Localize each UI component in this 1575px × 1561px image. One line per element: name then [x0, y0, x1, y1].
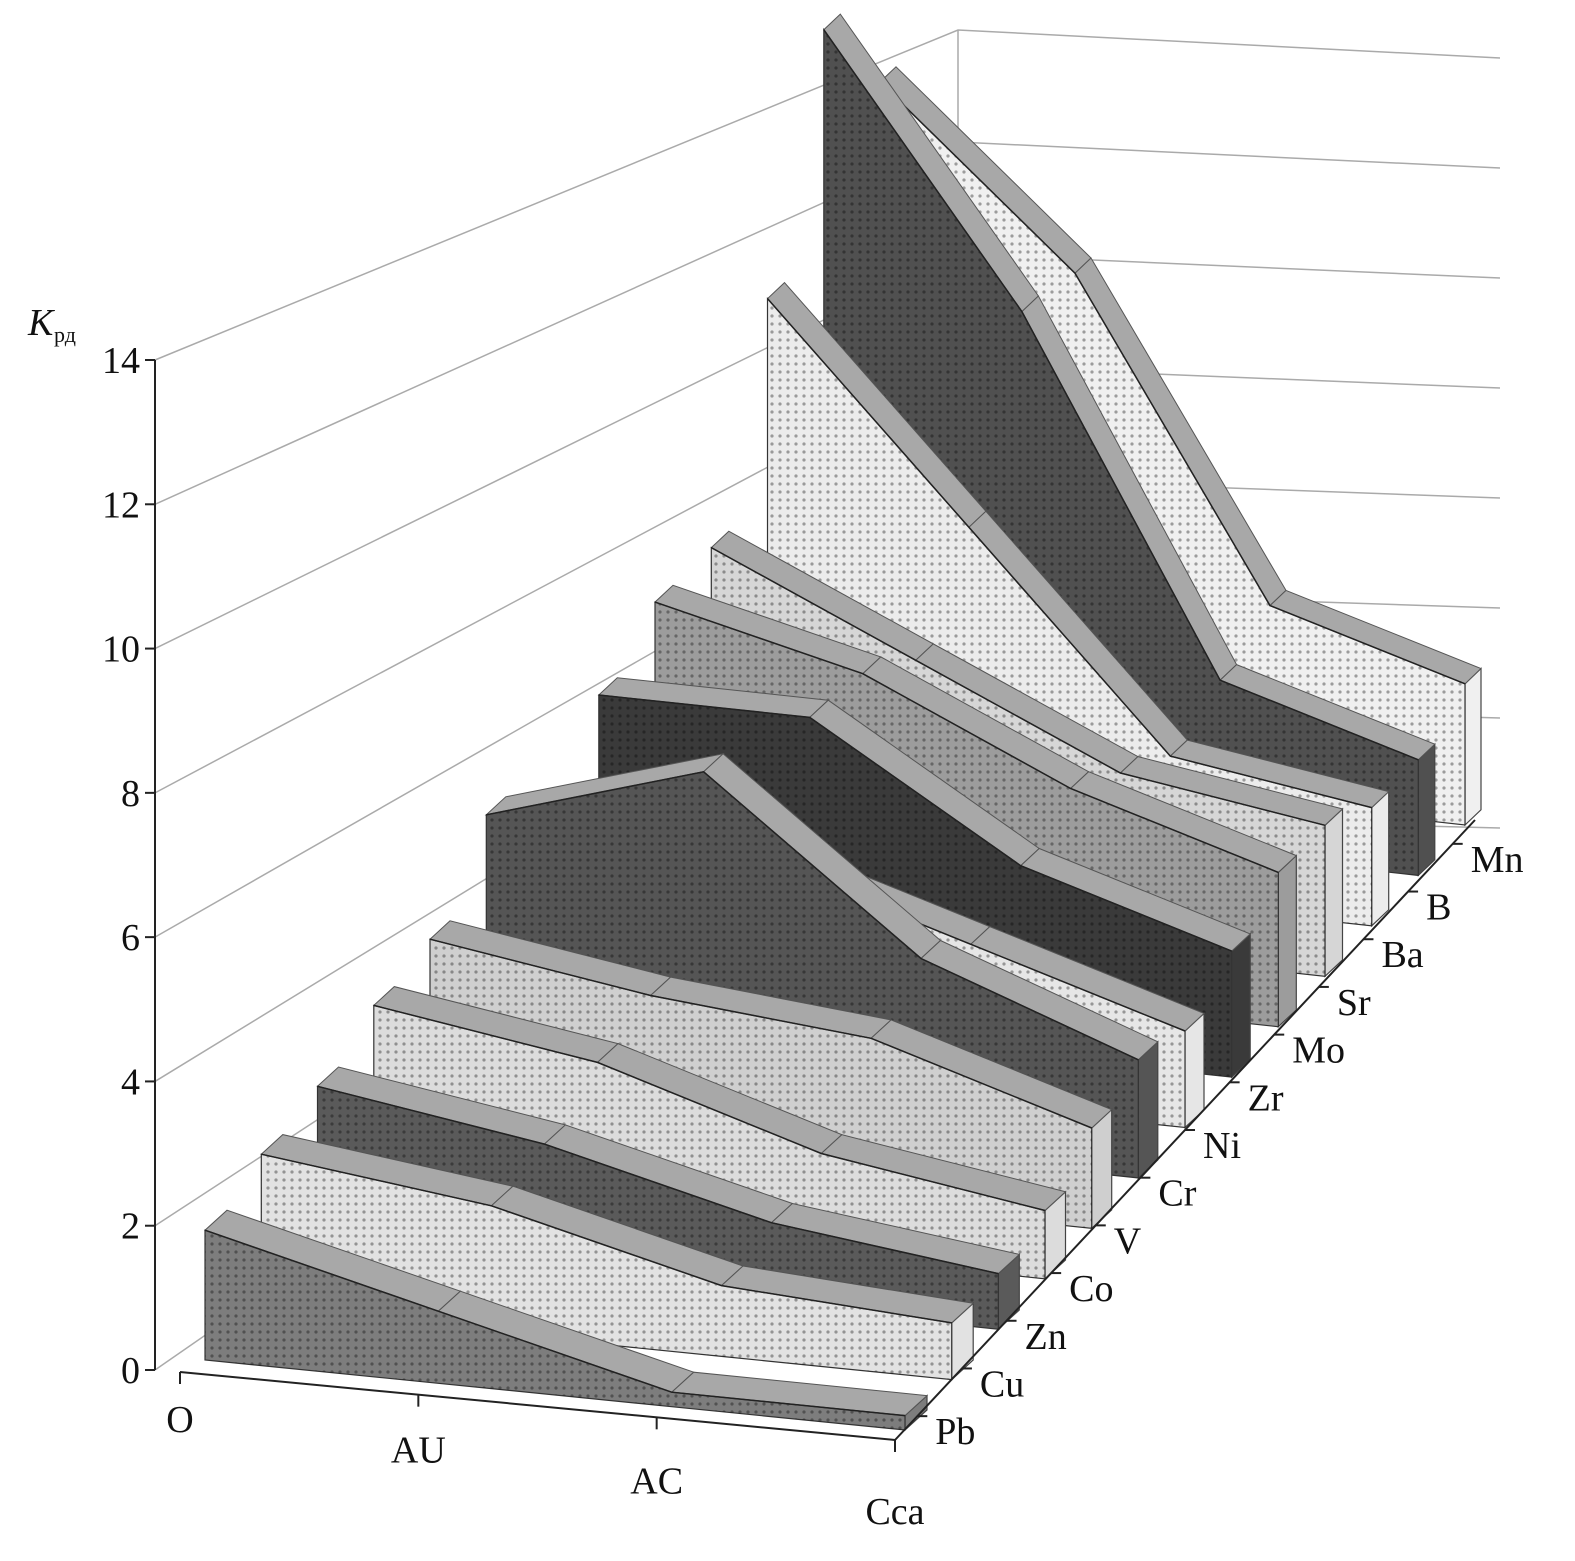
legend-label: Cr: [1158, 1173, 1196, 1215]
legend-label: Mo: [1292, 1030, 1345, 1072]
ribbon-line: [654, 601, 1279, 874]
ribbon-line: [598, 694, 1232, 952]
legend-label: Mn: [1471, 839, 1524, 881]
ribbon-texture: [205, 1230, 905, 1430]
x-tick-label: AU: [391, 1430, 446, 1472]
y-tick-label: 8: [121, 773, 140, 815]
x-tick-label: Cca: [865, 1491, 924, 1533]
ribbon-line: [879, 81, 1466, 685]
ribbon-end: [1371, 790, 1390, 928]
ribbon-line: [261, 1153, 952, 1324]
x-tick-label: AC: [630, 1460, 683, 1502]
y-tick-label: 12: [102, 484, 140, 526]
legend-label: Zr: [1248, 1077, 1284, 1119]
legend-label: Ba: [1381, 934, 1423, 976]
ribbon-line: [710, 546, 1326, 827]
ribbon-line: [486, 770, 1139, 1061]
ribbon-line: [429, 938, 1092, 1129]
legend-label: B: [1426, 887, 1451, 929]
ribbon-end: [1464, 667, 1482, 827]
ribbon-end: [1231, 932, 1251, 1079]
y-tick-label: 0: [121, 1350, 140, 1392]
ribbon-end: [1184, 1012, 1205, 1129]
ribbon-end: [1137, 1040, 1159, 1180]
x-axis: [179, 1371, 896, 1441]
y-tick-label: 4: [121, 1061, 140, 1103]
y-axis-label: K: [27, 302, 55, 344]
ribbon-end: [1277, 854, 1297, 1029]
legend-label: Cu: [980, 1363, 1024, 1405]
legend-label: Co: [1069, 1268, 1113, 1310]
ribbon-end: [1417, 742, 1436, 877]
legend-label: Pb: [935, 1411, 975, 1453]
ribbon-line: [373, 1004, 1046, 1212]
y-tick-label: 14: [102, 340, 140, 382]
ribbons: [204, 13, 1482, 1432]
legend-label: V: [1114, 1220, 1142, 1262]
legend-label: Ni: [1203, 1125, 1241, 1167]
y-axis-label-subscript: рд: [54, 322, 76, 347]
y-tick-label: 10: [102, 629, 140, 671]
ribbon-line: [204, 1229, 906, 1417]
y-tick-label: 2: [121, 1206, 140, 1248]
y-tick-label: 6: [121, 917, 140, 959]
legend-label: Sr: [1337, 982, 1371, 1024]
ribbon-line: [823, 29, 1419, 761]
legend-label: Zn: [1025, 1316, 1067, 1358]
x-tick-label: O: [166, 1399, 193, 1441]
ribbon-line: [766, 298, 1372, 809]
ribbon-line: [317, 1085, 999, 1275]
ribbon-end: [1324, 807, 1344, 978]
